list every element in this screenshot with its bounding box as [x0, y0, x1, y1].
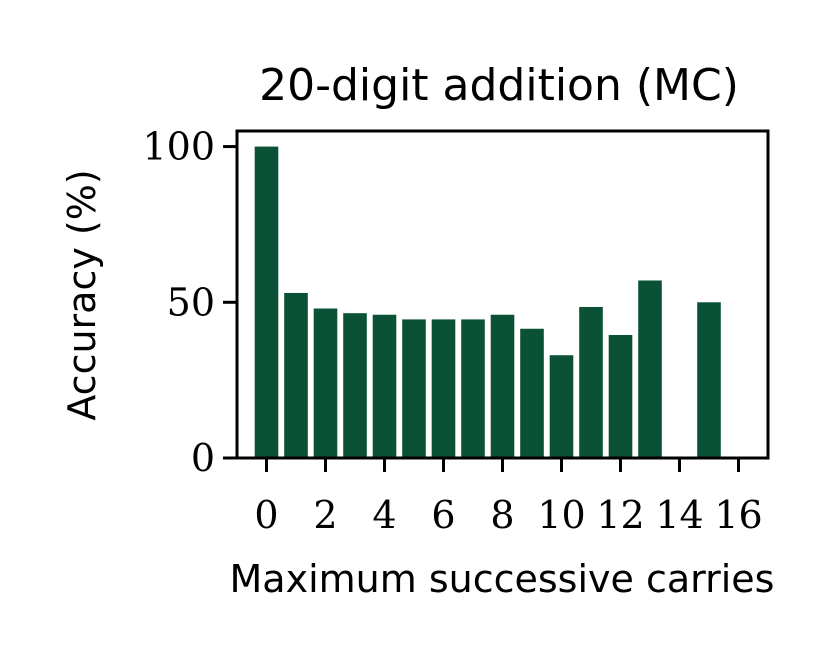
bar-4	[372, 314, 397, 458]
bar-11	[579, 306, 603, 458]
x-tick-label-2: 2	[313, 493, 337, 537]
x-tick-label-12: 12	[596, 493, 644, 537]
bar-8	[490, 314, 515, 458]
bar-2	[313, 308, 338, 458]
bar-5	[402, 319, 426, 458]
bar-3	[343, 313, 367, 458]
x-tick-label-8: 8	[490, 493, 514, 537]
y-tick-label-50: 50	[167, 280, 215, 324]
bar-6	[431, 319, 456, 458]
x-tick-label-6: 6	[431, 493, 455, 537]
y-axis-label: Accuracy (%)	[60, 169, 104, 420]
x-ticks: 0 2 4 6 8 10 12 14 16	[254, 458, 763, 537]
x-axis-label: Maximum successive carries	[230, 557, 775, 601]
bar-13	[638, 280, 662, 458]
x-tick-label-16: 16	[714, 493, 762, 537]
bars-group	[254, 146, 721, 458]
bar-0	[254, 146, 279, 458]
chart-title: 20-digit addition (MC)	[259, 60, 739, 111]
x-tick-label-4: 4	[372, 493, 396, 537]
bar-9	[520, 328, 544, 458]
x-tick-label-10: 10	[537, 493, 585, 537]
y-tick-label-0: 0	[191, 436, 215, 480]
bar-7	[461, 319, 485, 458]
bar-1	[284, 292, 308, 458]
x-tick-label-14: 14	[655, 493, 703, 537]
x-tick-label-0: 0	[254, 493, 278, 537]
bar-15	[697, 302, 721, 458]
bar-10	[549, 355, 574, 458]
y-ticks: 0 50 100	[142, 125, 237, 480]
bar-12	[608, 334, 633, 458]
y-tick-label-100: 100	[142, 125, 215, 169]
